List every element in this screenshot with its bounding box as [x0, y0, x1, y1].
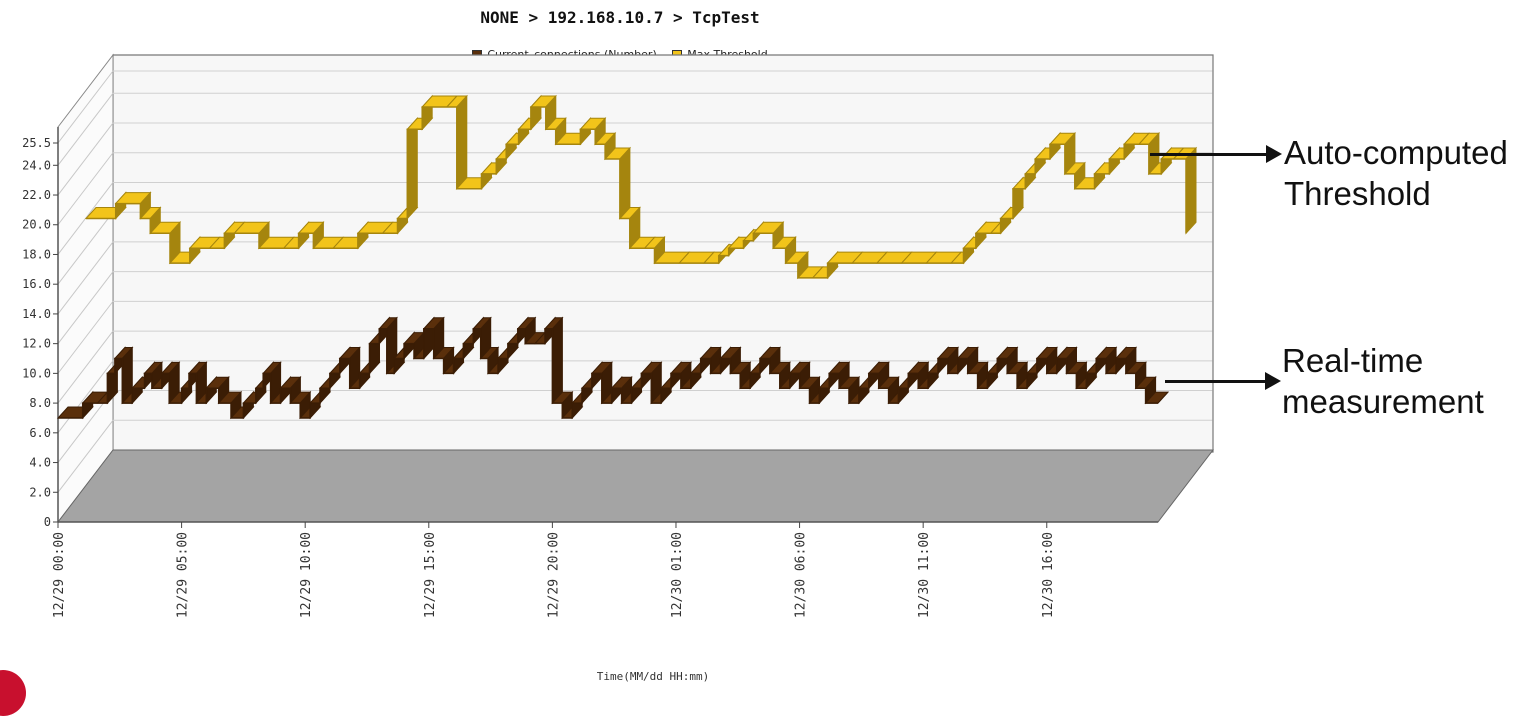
- x-tick-label: 12/30 06:00: [794, 532, 809, 618]
- annotation-threshold-line-1: Auto-computed: [1284, 132, 1508, 173]
- series-1-ribbon-riser: [407, 118, 417, 218]
- y-tick-label: 10.0: [22, 366, 51, 380]
- x-axis-title: Time(MM/dd HH:mm): [597, 670, 710, 683]
- x-tick-label: 12/29 10:00: [299, 532, 314, 618]
- annotation-realtime: Real-time measurement: [1282, 340, 1484, 422]
- x-tick-label: 12/29 05:00: [176, 532, 191, 618]
- series-1-ribbon-riser: [620, 148, 630, 219]
- y-tick-label: 12.0: [22, 337, 51, 351]
- chart-floor: [58, 450, 1213, 522]
- y-tick-label: 8.0: [29, 396, 51, 410]
- x-tick-label: 12/29 15:00: [423, 532, 438, 618]
- annotation-realtime-line-2: measurement: [1282, 381, 1484, 422]
- series-0-ribbon-riser: [552, 318, 562, 403]
- x-tick-label: 12/30 01:00: [670, 532, 685, 618]
- annotation-realtime-line-1: Real-time: [1282, 340, 1484, 381]
- arrow-to-threshold: [1150, 153, 1278, 156]
- series-1-ribbon-riser: [1186, 148, 1196, 233]
- y-tick-label: 2.0: [29, 485, 51, 499]
- x-tick-label: 12/29 00:00: [52, 532, 67, 618]
- x-tick-label: 12/29 20:00: [546, 532, 561, 618]
- series-1-ribbon-riser: [457, 96, 467, 189]
- y-tick-label: 6.0: [29, 426, 51, 440]
- x-tick-label: 12/30 11:00: [917, 532, 932, 618]
- y-tick-label: 0: [44, 515, 51, 529]
- y-tick-label: 22.0: [22, 188, 51, 202]
- annotation-threshold-line-2: Threshold: [1284, 173, 1508, 214]
- y-tick-label: 16.0: [22, 277, 51, 291]
- y-tick-label: 24.0: [22, 158, 51, 172]
- y-tick-label: 20.0: [22, 218, 51, 232]
- y-tick-label: 14.0: [22, 307, 51, 321]
- y-tick-label: 18.0: [22, 247, 51, 261]
- y-tick-label: 25.5: [22, 136, 51, 150]
- arrow-to-realtime: [1165, 380, 1277, 383]
- y-tick-label: 4.0: [29, 456, 51, 470]
- x-tick-label: 12/30 16:00: [1041, 532, 1056, 618]
- annotation-threshold: Auto-computed Threshold: [1284, 132, 1508, 214]
